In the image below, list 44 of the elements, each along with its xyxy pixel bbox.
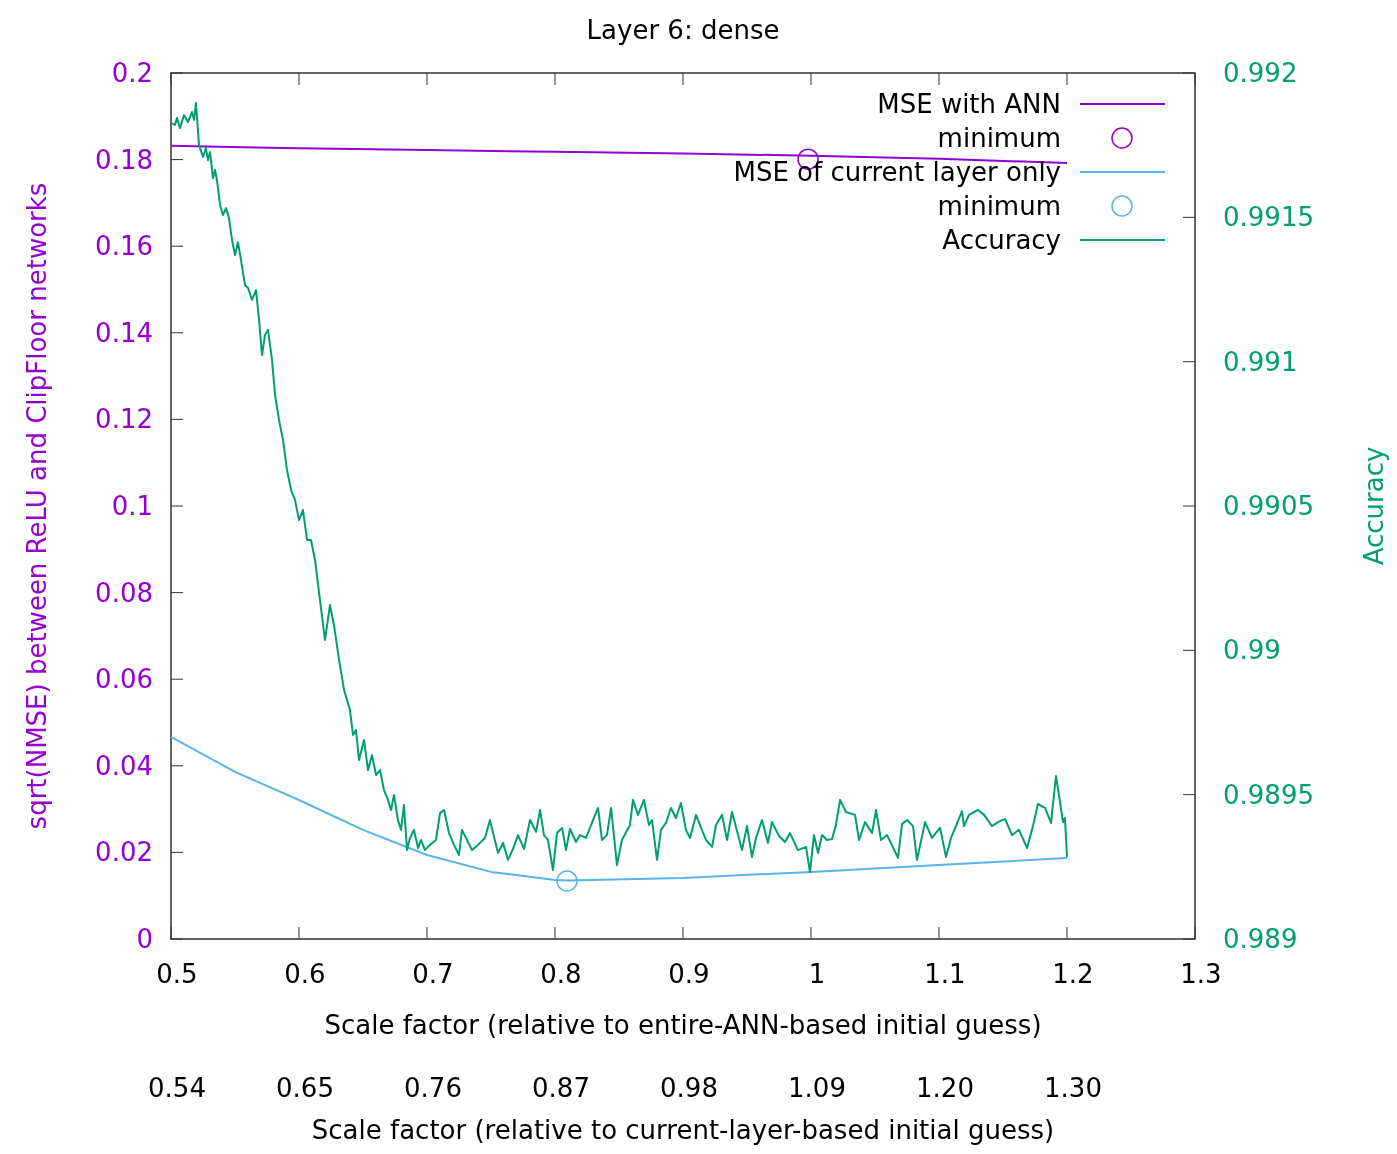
x2-tick-label: 0.98: [660, 1073, 718, 1103]
x2-axis-title: Scale factor (relative to current-layer-based initial guess): [311, 1115, 1055, 1145]
y-tick-label: 0.04: [95, 750, 153, 781]
x-tick-label: 0.5: [156, 959, 198, 989]
y2-tick-label: 0.992: [1223, 58, 1298, 88]
legend-label: minimum: [937, 191, 1061, 221]
x-tick-label: 1.2: [1052, 959, 1094, 989]
legend-label: MSE with ANN: [877, 89, 1061, 119]
y-tick-label: 0.14: [95, 317, 153, 348]
y-tick-label: 0: [136, 924, 153, 954]
y2-tick-label: 0.99: [1223, 635, 1281, 666]
y2-tick-label: 0.9905: [1223, 491, 1314, 521]
x-tick-label: 0.7: [412, 959, 454, 989]
y-tick-label: 0.16: [95, 231, 153, 262]
y2-axis-title: Accuracy: [1359, 446, 1389, 566]
x-tick-label: 0.6: [284, 959, 326, 989]
x-tick-label: 0.8: [540, 959, 582, 989]
chart-title: Layer 6: dense: [586, 15, 780, 45]
y-tick-label: 0.18: [95, 144, 153, 175]
y-tick-label: 0.2: [111, 58, 153, 88]
y-tick-label: 0.1: [111, 491, 153, 521]
x-tick-label: 1.1: [924, 959, 966, 989]
x-axis-title: Scale factor (relative to entire-ANN-based initial guess): [324, 1010, 1042, 1040]
y-tick-label: 0.08: [95, 577, 153, 608]
y-tick-label: 0.06: [95, 664, 153, 695]
x2-tick-label: 0.87: [532, 1073, 590, 1103]
x2-tick-label: 0.76: [404, 1073, 462, 1103]
x2-tick-label: 0.54: [148, 1073, 206, 1103]
x2-tick-label: 0.65: [276, 1073, 334, 1103]
legend-label: minimum: [937, 123, 1061, 153]
x2-tick-label: 1.30: [1044, 1073, 1102, 1103]
y-tick-label: 0.12: [95, 404, 153, 435]
y2-tick-label: 0.9895: [1223, 779, 1314, 810]
x-tick-label: 1: [808, 959, 826, 989]
y2-tick-label: 0.989: [1223, 924, 1298, 954]
y2-tick-label: 0.991: [1223, 346, 1298, 377]
x2-tick-label: 1.09: [788, 1073, 846, 1103]
legend-label: Accuracy: [942, 225, 1061, 255]
y-axis-title: sqrt(NMSE) between ReLU and ClipFloor networks: [22, 182, 52, 830]
x-tick-label: 1.3: [1180, 959, 1222, 989]
y-tick-label: 0.02: [95, 837, 153, 868]
x-tick-label: 0.9: [668, 959, 710, 989]
x2-tick-label: 1.20: [916, 1073, 974, 1103]
y2-tick-label: 0.9915: [1223, 202, 1314, 233]
